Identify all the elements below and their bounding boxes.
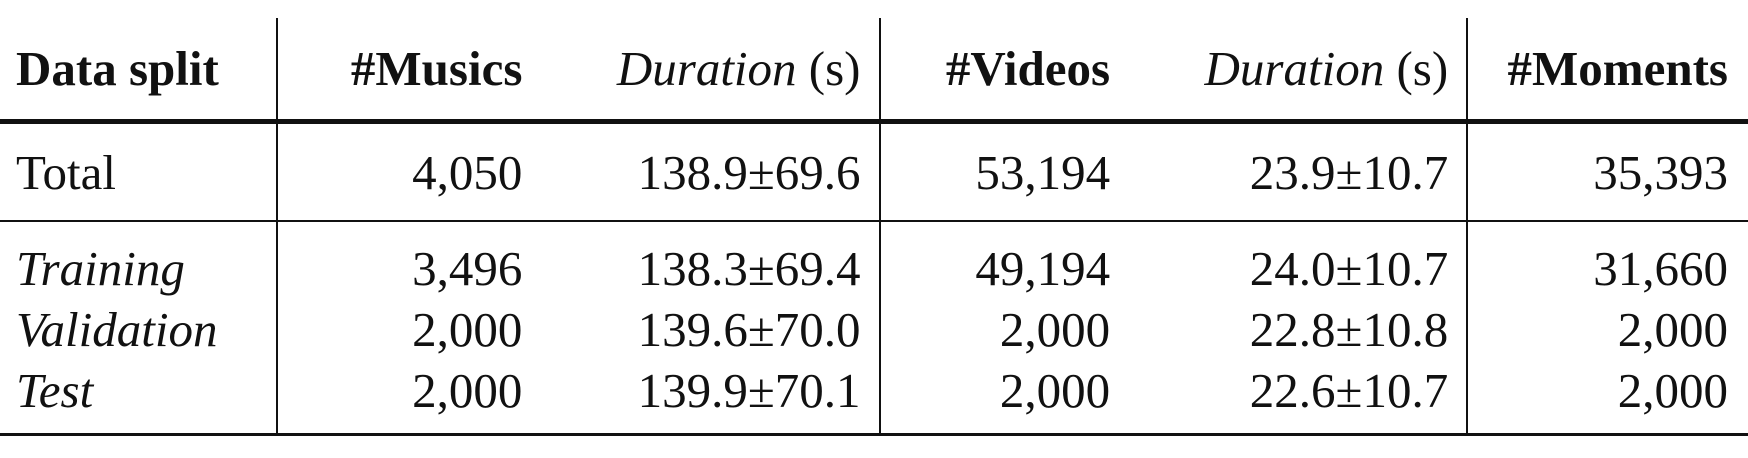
split-label: Test: [0, 360, 278, 435]
split-videos: 2,000: [999, 363, 1111, 418]
split-video-duration: 22.8±10.8: [1128, 299, 1469, 360]
header-music-duration: Duration (s): [540, 18, 881, 121]
table-row-training: Training 3,496 138.3±69.4 49,194 24.0±10…: [0, 222, 1748, 299]
split-moments: 2,000: [1617, 363, 1728, 418]
dataset-statistics-table: Data split #Musics Duration (s) #Videos …: [0, 18, 1748, 437]
split-video-duration: 24.0±10.7: [1128, 222, 1469, 299]
bottom-rule: [0, 433, 1748, 437]
table-row-test: Test 2,000 139.9±70.1 2,000 22.6±10.7 2,…: [0, 360, 1748, 435]
header-musics: #Musics: [350, 41, 523, 96]
header-moments: #Moments: [1507, 41, 1728, 96]
split-musics: 3,496: [412, 241, 523, 296]
header-video-duration-unit: (s): [1384, 41, 1449, 96]
split-music-duration: 139.6±70.0: [540, 299, 881, 360]
total-musics: 4,050: [412, 144, 523, 200]
header-video-duration-word: Duration: [1204, 41, 1385, 96]
total-label: Total: [0, 124, 278, 221]
split-videos: 2,000: [999, 302, 1111, 357]
header-video-duration: Duration (s): [1128, 18, 1469, 121]
total-moments: 35,393: [1593, 144, 1728, 200]
split-musics: 2,000: [412, 363, 523, 418]
header-row: Data split #Musics Duration (s) #Videos …: [0, 18, 1748, 121]
total-music-duration: 138.9±69.6: [540, 124, 881, 221]
total-videos: 53,194: [975, 144, 1111, 200]
top-rule: [0, 119, 1748, 123]
split-moments: 31,660: [1593, 241, 1728, 296]
split-moments: 2,000: [1617, 302, 1728, 357]
split-label: Training: [0, 222, 278, 299]
total-row: Total 4,050 138.9±69.6 53,194 23.9±10.7 …: [0, 124, 1748, 221]
header-videos: #Videos: [945, 41, 1111, 96]
split-video-duration: 22.6±10.7: [1128, 360, 1469, 435]
split-label: Validation: [0, 299, 278, 360]
split-music-duration: 139.9±70.1: [540, 360, 881, 435]
split-videos: 49,194: [975, 241, 1111, 296]
header-music-duration-unit: (s): [796, 41, 861, 96]
split-musics: 2,000: [412, 302, 523, 357]
split-music-duration: 138.3±69.4: [540, 222, 881, 299]
header-music-duration-word: Duration: [616, 41, 797, 96]
header-data-split: Data split: [0, 18, 278, 121]
total-video-duration: 23.9±10.7: [1128, 124, 1469, 221]
table-row-validation: Validation 2,000 139.6±70.0 2,000 22.8±1…: [0, 299, 1748, 360]
